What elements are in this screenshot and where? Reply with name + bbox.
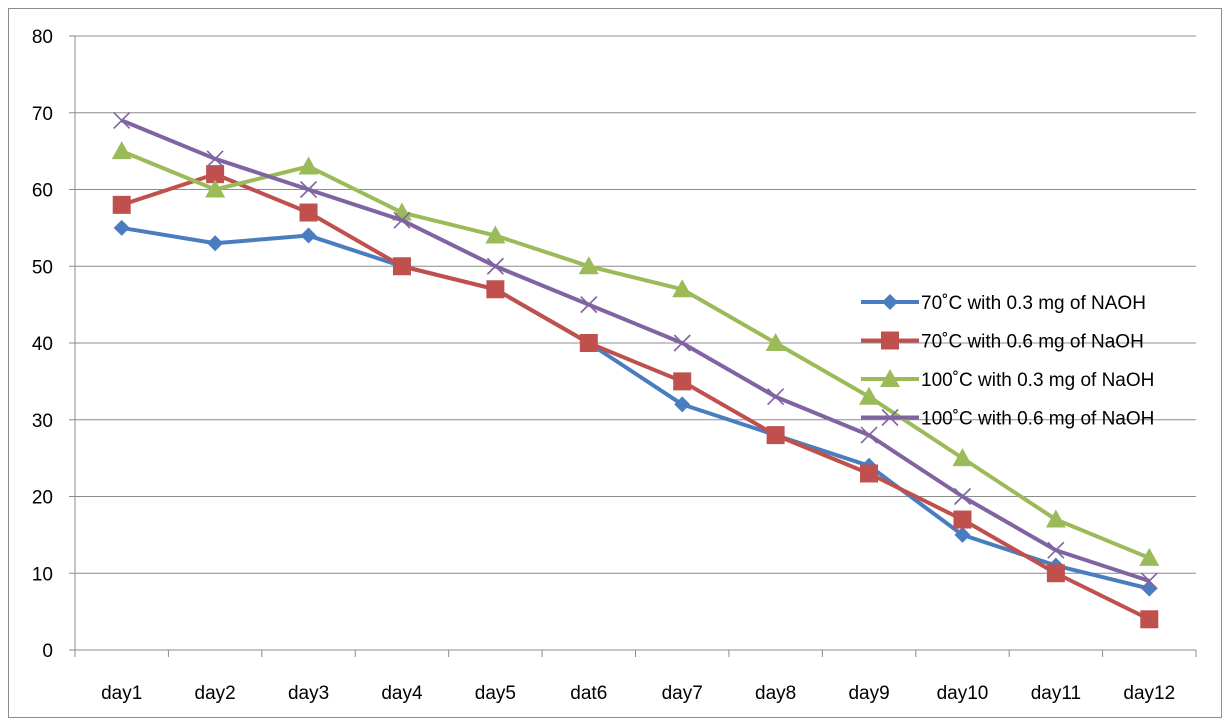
data-point xyxy=(486,280,505,299)
x-tick-label: day11 xyxy=(1031,683,1081,704)
x-tick-label: day2 xyxy=(195,683,236,704)
x-tick-label: day1 xyxy=(101,683,142,704)
data-point xyxy=(1141,580,1158,597)
data-point xyxy=(299,180,318,199)
data-point xyxy=(672,279,693,298)
data-point xyxy=(298,156,319,175)
legend-marker xyxy=(881,408,899,427)
data-point xyxy=(485,225,506,244)
series-line-1 xyxy=(121,225,1150,591)
legend-marker xyxy=(881,331,899,350)
data-point xyxy=(673,372,692,391)
data-point xyxy=(767,388,785,406)
legend-entry-label: 70˚C with 0.3 mg of NAOH xyxy=(921,293,1146,314)
x-tick-label: dat6 xyxy=(570,683,607,704)
data-point xyxy=(580,296,598,314)
data-point xyxy=(952,448,973,467)
chart-area: 0 10 20 30 40 50 60 70 80 day1 day2 day3 day4 day5 dat… xyxy=(8,8,1222,718)
legend-entry-label: 100˚C with 0.6 mg of NaOH xyxy=(921,409,1154,430)
data-point xyxy=(1047,541,1065,559)
data-point xyxy=(207,235,224,252)
data-point xyxy=(113,111,131,129)
y-tick-label: 60 xyxy=(32,181,53,202)
data-point xyxy=(206,165,225,184)
data-point xyxy=(392,257,411,276)
y-tick-label: 40 xyxy=(32,334,53,355)
x-tick-label: day4 xyxy=(381,683,423,704)
data-point xyxy=(1045,509,1066,528)
data-point xyxy=(112,195,131,214)
y-tick-label: 80 xyxy=(32,27,53,48)
data-point xyxy=(486,257,504,275)
series-line-3 xyxy=(120,149,1151,560)
line-chart: 0 10 20 30 40 50 60 70 80 day1 day2 day3 day4 day5 dat… xyxy=(32,27,1197,704)
data-point xyxy=(860,464,879,483)
data-point xyxy=(860,426,878,444)
x-tick-label: day10 xyxy=(937,683,989,704)
x-tick-label: day3 xyxy=(288,683,329,704)
data-point xyxy=(953,487,972,506)
data-point xyxy=(205,179,226,198)
series-line-2 xyxy=(121,172,1151,622)
data-point xyxy=(1046,564,1065,583)
legend-entry-label: 70˚C with 0.6 mg of NaOH xyxy=(921,332,1144,353)
data-point xyxy=(1139,547,1160,566)
data-point xyxy=(859,386,880,405)
x-tick-label: day9 xyxy=(848,683,889,704)
data-point xyxy=(113,219,130,236)
x-tick-label: day12 xyxy=(1123,683,1175,704)
data-point xyxy=(299,203,318,222)
data-point xyxy=(1140,572,1158,590)
x-tick-label: day8 xyxy=(755,683,796,704)
data-point xyxy=(674,396,691,413)
data-point xyxy=(765,333,786,351)
y-tick-label: 70 xyxy=(32,104,53,125)
y-tick-label: 20 xyxy=(32,488,53,509)
y-tick-label: 30 xyxy=(32,411,53,432)
y-tick-label: 0 xyxy=(42,641,53,662)
legend-marker xyxy=(880,369,900,387)
data-point xyxy=(1140,610,1159,629)
data-point xyxy=(300,227,317,244)
x-tick-label: day7 xyxy=(662,683,703,704)
x-tick-label: day5 xyxy=(475,683,516,704)
data-point xyxy=(953,510,972,529)
data-point xyxy=(673,334,691,352)
legend-marker xyxy=(882,294,898,310)
data-point xyxy=(578,256,599,275)
series-line-4 xyxy=(120,118,1150,583)
y-tick-label: 10 xyxy=(32,564,53,585)
data-point xyxy=(206,150,224,168)
legend-entry-label: 100˚C with 0.3 mg of NaOH xyxy=(921,370,1154,391)
data-point xyxy=(393,211,411,229)
data-point xyxy=(954,526,971,543)
data-point xyxy=(111,141,132,160)
data-point xyxy=(766,426,785,445)
data-point xyxy=(579,334,598,352)
y-tick-label: 50 xyxy=(32,257,53,278)
